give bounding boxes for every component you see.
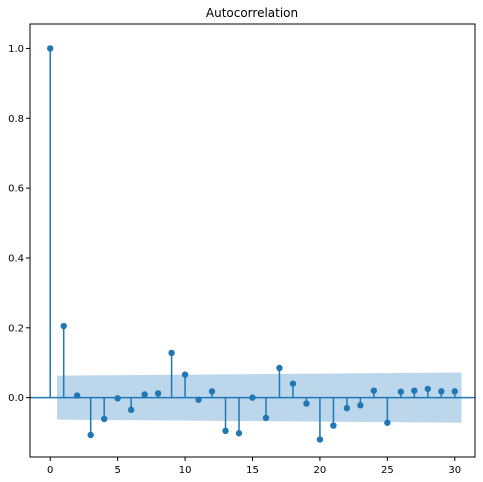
marker-lag-3 bbox=[87, 431, 94, 439]
marker-lag-15 bbox=[249, 394, 256, 401]
marker-lag-13 bbox=[222, 427, 229, 435]
marker-lag-9 bbox=[168, 349, 175, 357]
marker-lag-8 bbox=[154, 390, 162, 397]
marker-lag-23 bbox=[357, 402, 364, 409]
marker-lag-0 bbox=[47, 45, 54, 52]
marker-lag-14 bbox=[235, 430, 243, 437]
marker-lag-11 bbox=[195, 396, 202, 403]
x-tick-label: 5 bbox=[114, 465, 120, 476]
marker-lag-2 bbox=[73, 392, 81, 399]
x-tick-label: 25 bbox=[381, 465, 394, 476]
marker-lag-7 bbox=[141, 391, 148, 398]
marker-lag-20 bbox=[316, 436, 324, 443]
marker-lag-5 bbox=[114, 395, 121, 402]
marker-lag-10 bbox=[181, 371, 189, 378]
marker-lag-21 bbox=[330, 422, 337, 429]
chart-title: Autocorrelation bbox=[206, 6, 298, 20]
marker-lag-12 bbox=[208, 388, 216, 395]
x-tick-label: 15 bbox=[246, 465, 259, 476]
y-tick-label: 1.0 bbox=[8, 44, 24, 55]
stems-layer bbox=[47, 45, 458, 443]
marker-lag-29 bbox=[438, 388, 445, 395]
y-tick-label: 0.2 bbox=[8, 323, 24, 334]
marker-lag-27 bbox=[411, 387, 418, 394]
y-tick-label: 0.4 bbox=[8, 253, 24, 264]
marker-lag-26 bbox=[397, 388, 405, 395]
marker-lag-1 bbox=[60, 322, 67, 330]
marker-lag-18 bbox=[289, 380, 297, 387]
x-tick-label: 10 bbox=[179, 465, 192, 476]
marker-lag-17 bbox=[276, 364, 283, 372]
x-tick-label: 20 bbox=[314, 465, 327, 476]
marker-lag-19 bbox=[303, 400, 310, 407]
y-tick-label: 0.8 bbox=[8, 114, 24, 125]
marker-lag-30 bbox=[451, 388, 458, 395]
marker-lag-24 bbox=[370, 387, 378, 394]
axes-layer: 0 5 10 15 20 25 30 0.0 0.2 0.4 0.6 0.8 1.0 bbox=[8, 23, 476, 476]
marker-lag-22 bbox=[343, 404, 351, 412]
x-tick-label: 0 bbox=[47, 465, 53, 476]
marker-lag-16 bbox=[262, 414, 270, 422]
y-tick-label: 0.0 bbox=[8, 393, 24, 404]
y-tick-label: 0.6 bbox=[8, 184, 24, 195]
x-tick-label: 30 bbox=[448, 465, 461, 476]
marker-lag-4 bbox=[100, 415, 108, 423]
marker-lag-6 bbox=[127, 406, 135, 414]
marker-lag-28 bbox=[424, 385, 432, 393]
marker-lag-25 bbox=[384, 419, 391, 426]
